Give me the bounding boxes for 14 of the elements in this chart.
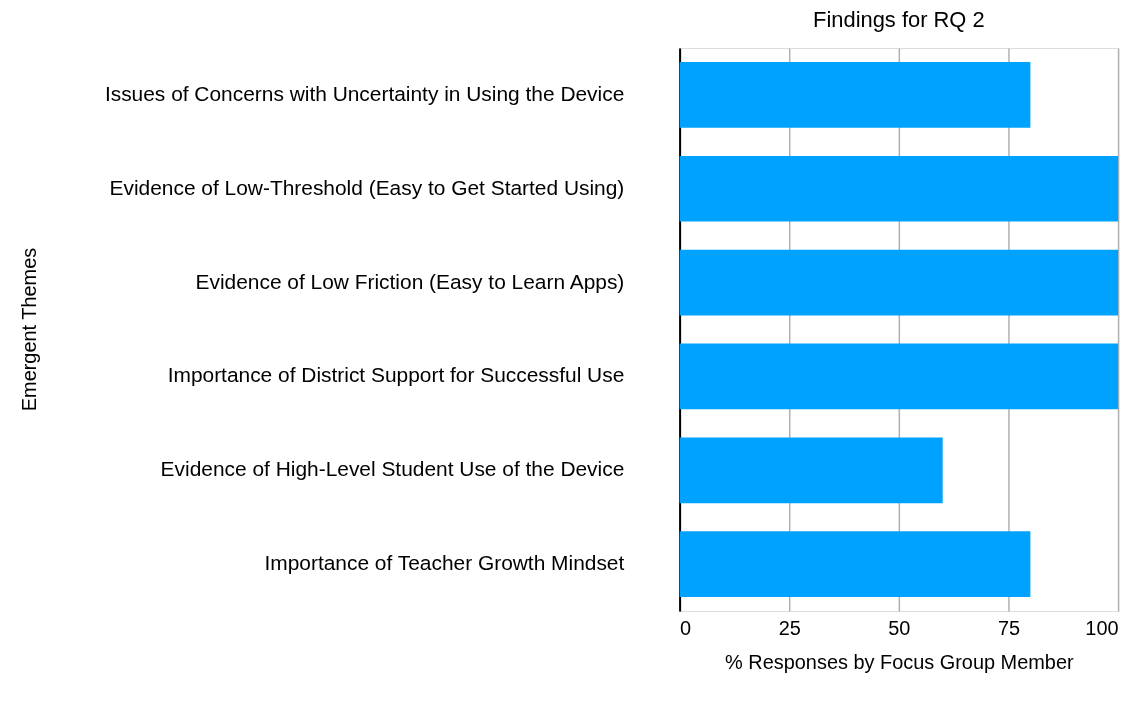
x-tick-label: 25 <box>778 617 801 640</box>
chart-title: Findings for RQ 2 <box>813 7 985 33</box>
y-tick-label: Importance of District Support for Successful Use <box>167 363 625 387</box>
y-tick-label: Evidence of Low-Threshold (Easy to Get Started Using) <box>109 175 625 199</box>
x-tick-label: 50 <box>888 617 911 640</box>
y-tick-label: Issues of Concerns with Uncertainty in Using the Device <box>104 81 625 105</box>
y-tick-label: Evidence of High-Level Student Use of the Device <box>160 457 625 481</box>
y-axis-title: Emergent Themes <box>18 247 41 412</box>
y-tick-label: Importance of Teacher Growth Mindset <box>264 551 625 575</box>
x-tick-label: 100 <box>1085 617 1119 640</box>
y-tick-label: Evidence of Low Friction (Easy to Learn Apps) <box>195 269 625 293</box>
x-tick-label: 0 <box>680 617 692 640</box>
x-axis-title: % Responses by Focus Group Member <box>725 651 1074 674</box>
x-tick-label: 75 <box>997 617 1021 640</box>
